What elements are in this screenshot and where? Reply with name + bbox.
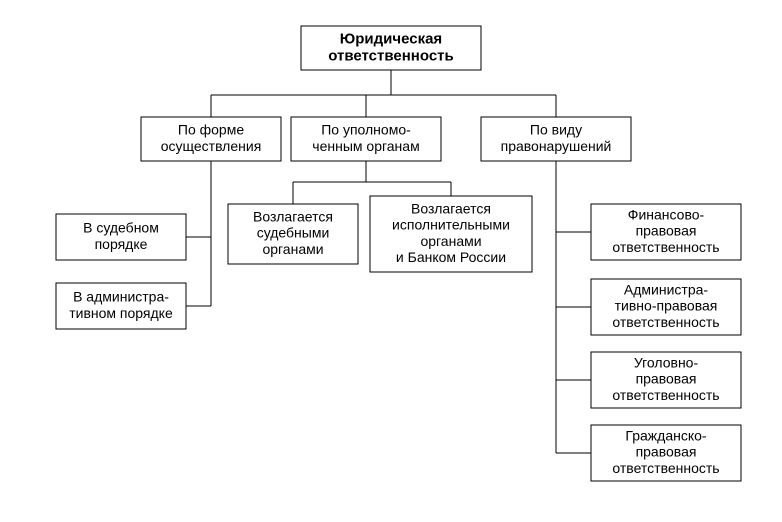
diagram-canvas: ЮридическаяответственностьПо формеосущес…	[0, 0, 782, 522]
node-label: правовая	[636, 444, 697, 460]
node-label: исполнительными	[392, 217, 510, 233]
node-c2b: Возлагаетсяисполнительнымиорганамии Банк…	[370, 196, 532, 272]
node-label: правовая	[636, 371, 697, 387]
node-root: Юридическаяответственность	[301, 26, 481, 70]
node-label: Юридическая	[340, 30, 442, 47]
node-c3d: Гражданско-правоваяответственность	[591, 425, 741, 481]
node-label: тивно-правовая	[615, 298, 718, 314]
node-label: правовая	[636, 223, 697, 239]
node-c3c: Уголовно-правоваяответственность	[591, 352, 741, 408]
node-label: порядке	[95, 236, 148, 252]
node-label: ответственность	[612, 387, 719, 403]
node-label: ответственность	[612, 239, 719, 255]
node-label: ответственность	[612, 460, 719, 476]
node-label: ответственность	[328, 48, 454, 65]
node-cat3: По видуправонарушений	[481, 117, 631, 161]
node-label: и Банком России	[396, 249, 506, 265]
node-c2a: Возлагаетсясудебнымиорганами	[228, 204, 358, 264]
node-label: органами	[420, 233, 481, 249]
node-label: ответственность	[612, 314, 719, 330]
node-label: Уголовно-	[634, 355, 699, 371]
node-label: По уполномо-	[321, 122, 411, 138]
node-label: судебными	[257, 225, 330, 241]
node-label: ченным органам	[312, 138, 419, 154]
node-c1b: В администра-тивном порядке	[56, 283, 186, 329]
node-c3b: Администра-тивно-правоваяответственность	[591, 279, 741, 335]
node-c3a: Финансово-правоваяответственность	[591, 204, 741, 260]
node-label: тивном порядке	[69, 305, 173, 321]
node-cat1: По формеосуществления	[141, 117, 281, 161]
node-c1a: В судебномпорядке	[56, 214, 186, 260]
node-label: В администра-	[73, 289, 169, 305]
node-label: В судебном	[83, 220, 159, 236]
node-label: По форме	[178, 122, 244, 138]
node-cat2: По уполномо-ченным органам	[291, 117, 441, 161]
node-label: правонарушений	[501, 138, 612, 154]
node-label: осуществления	[161, 138, 262, 154]
node-label: Гражданско-	[625, 428, 706, 444]
node-label: Возлагается	[253, 209, 333, 225]
node-label: Возлагается	[411, 201, 491, 217]
node-label: органами	[262, 241, 323, 257]
node-label: По виду	[530, 122, 582, 138]
node-label: Администра-	[624, 282, 708, 298]
node-label: Финансово-	[628, 207, 705, 223]
